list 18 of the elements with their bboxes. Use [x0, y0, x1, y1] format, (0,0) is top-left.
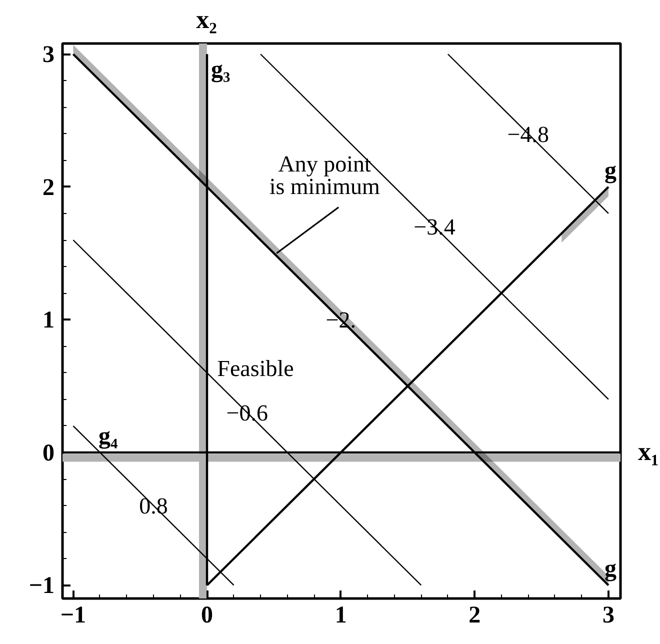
y-tick-label: −1 [28, 573, 55, 600]
legend-label: g₄ [98, 423, 118, 450]
x-tick-label: 1 [334, 602, 347, 628]
annotation: Feasible [217, 356, 294, 381]
x-axis-title: x₁ [638, 437, 659, 466]
y-tick-label: 0 [42, 440, 54, 466]
x-tick-label: −1 [60, 602, 86, 628]
series-label: g₃ [211, 57, 230, 84]
x-tick-label: 2 [468, 602, 481, 628]
series-label: g [604, 556, 616, 582]
annotation: Any point is minimum [269, 152, 380, 200]
y-tick-label: 3 [42, 42, 54, 68]
y-tick-label: 1 [42, 308, 54, 334]
x-tick-label: 3 [602, 602, 614, 628]
y-tick-label: 2 [42, 174, 54, 201]
y-axis-title: x₂ [196, 4, 217, 36]
series-label: g [604, 158, 616, 184]
x-tick-label: 0 [201, 602, 214, 628]
